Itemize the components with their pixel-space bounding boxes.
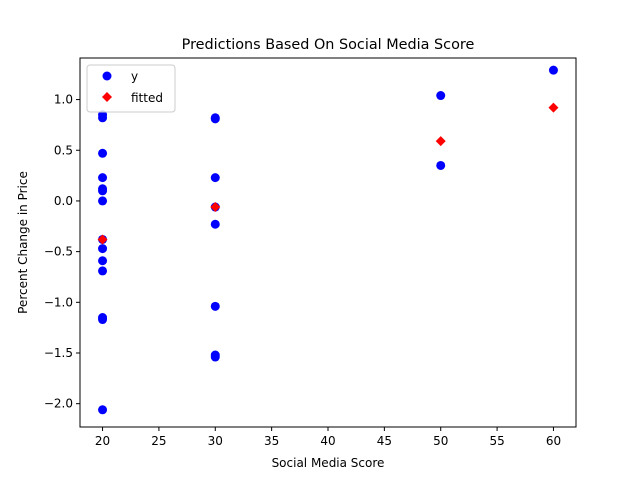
point-y (436, 160, 446, 170)
point-y (98, 315, 108, 325)
x-tick-label: 40 (320, 434, 335, 448)
plot-frame (79, 57, 577, 428)
y-tick-label: −1.5 (44, 346, 73, 360)
y-tick-label: 0.0 (54, 194, 73, 208)
x-tick-label: 45 (377, 434, 392, 448)
legend: y fitted (86, 64, 176, 113)
x-tick-label: 30 (208, 434, 223, 448)
y-tick-label: 1.0 (54, 93, 73, 107)
y-tick-label: −0.5 (44, 245, 73, 259)
x-tick-label: 60 (546, 434, 561, 448)
point-y (210, 114, 220, 124)
point-y (98, 113, 108, 123)
point-fitted (435, 136, 446, 147)
y-axis-label: Percent Change in Price (16, 171, 30, 314)
x-tick-label: 35 (264, 434, 279, 448)
chart-title: Predictions Based On Social Media Score (182, 37, 475, 53)
x-tick-label: 20 (95, 434, 110, 448)
point-y (210, 219, 220, 229)
point-y (98, 266, 108, 276)
legend-marker-fitted (102, 92, 112, 102)
point-y (98, 173, 108, 183)
y-axis: −2.0 −1.5 −1.0 −0.5 0.0 0.5 1.0 (44, 93, 80, 411)
point-y (98, 244, 108, 254)
y-tick-label: −2.0 (44, 397, 73, 411)
point-y (98, 256, 108, 266)
legend-marker-y (102, 71, 112, 81)
point-y (210, 301, 220, 311)
x-axis-label: Social Media Score (272, 456, 385, 470)
data-marks (97, 65, 559, 415)
point-y (210, 173, 220, 183)
point-y (210, 352, 220, 362)
point-fitted (548, 102, 559, 113)
legend-label-y: y (131, 70, 138, 84)
x-tick-label: 50 (433, 434, 448, 448)
legend-label-fitted: fitted (131, 91, 163, 105)
point-fitted (97, 234, 108, 245)
point-y (548, 65, 558, 75)
point-y (436, 91, 446, 101)
point-y (98, 405, 108, 415)
y-tick-label: 0.5 (54, 143, 73, 157)
x-tick-label: 25 (151, 434, 166, 448)
point-y (98, 148, 108, 158)
point-y (98, 186, 108, 196)
y-tick-label: −1.0 (44, 295, 73, 309)
x-axis: 20 25 30 35 40 45 50 55 60 (95, 427, 561, 448)
point-fitted (210, 202, 221, 213)
point-y (98, 196, 108, 206)
x-tick-label: 55 (489, 434, 504, 448)
